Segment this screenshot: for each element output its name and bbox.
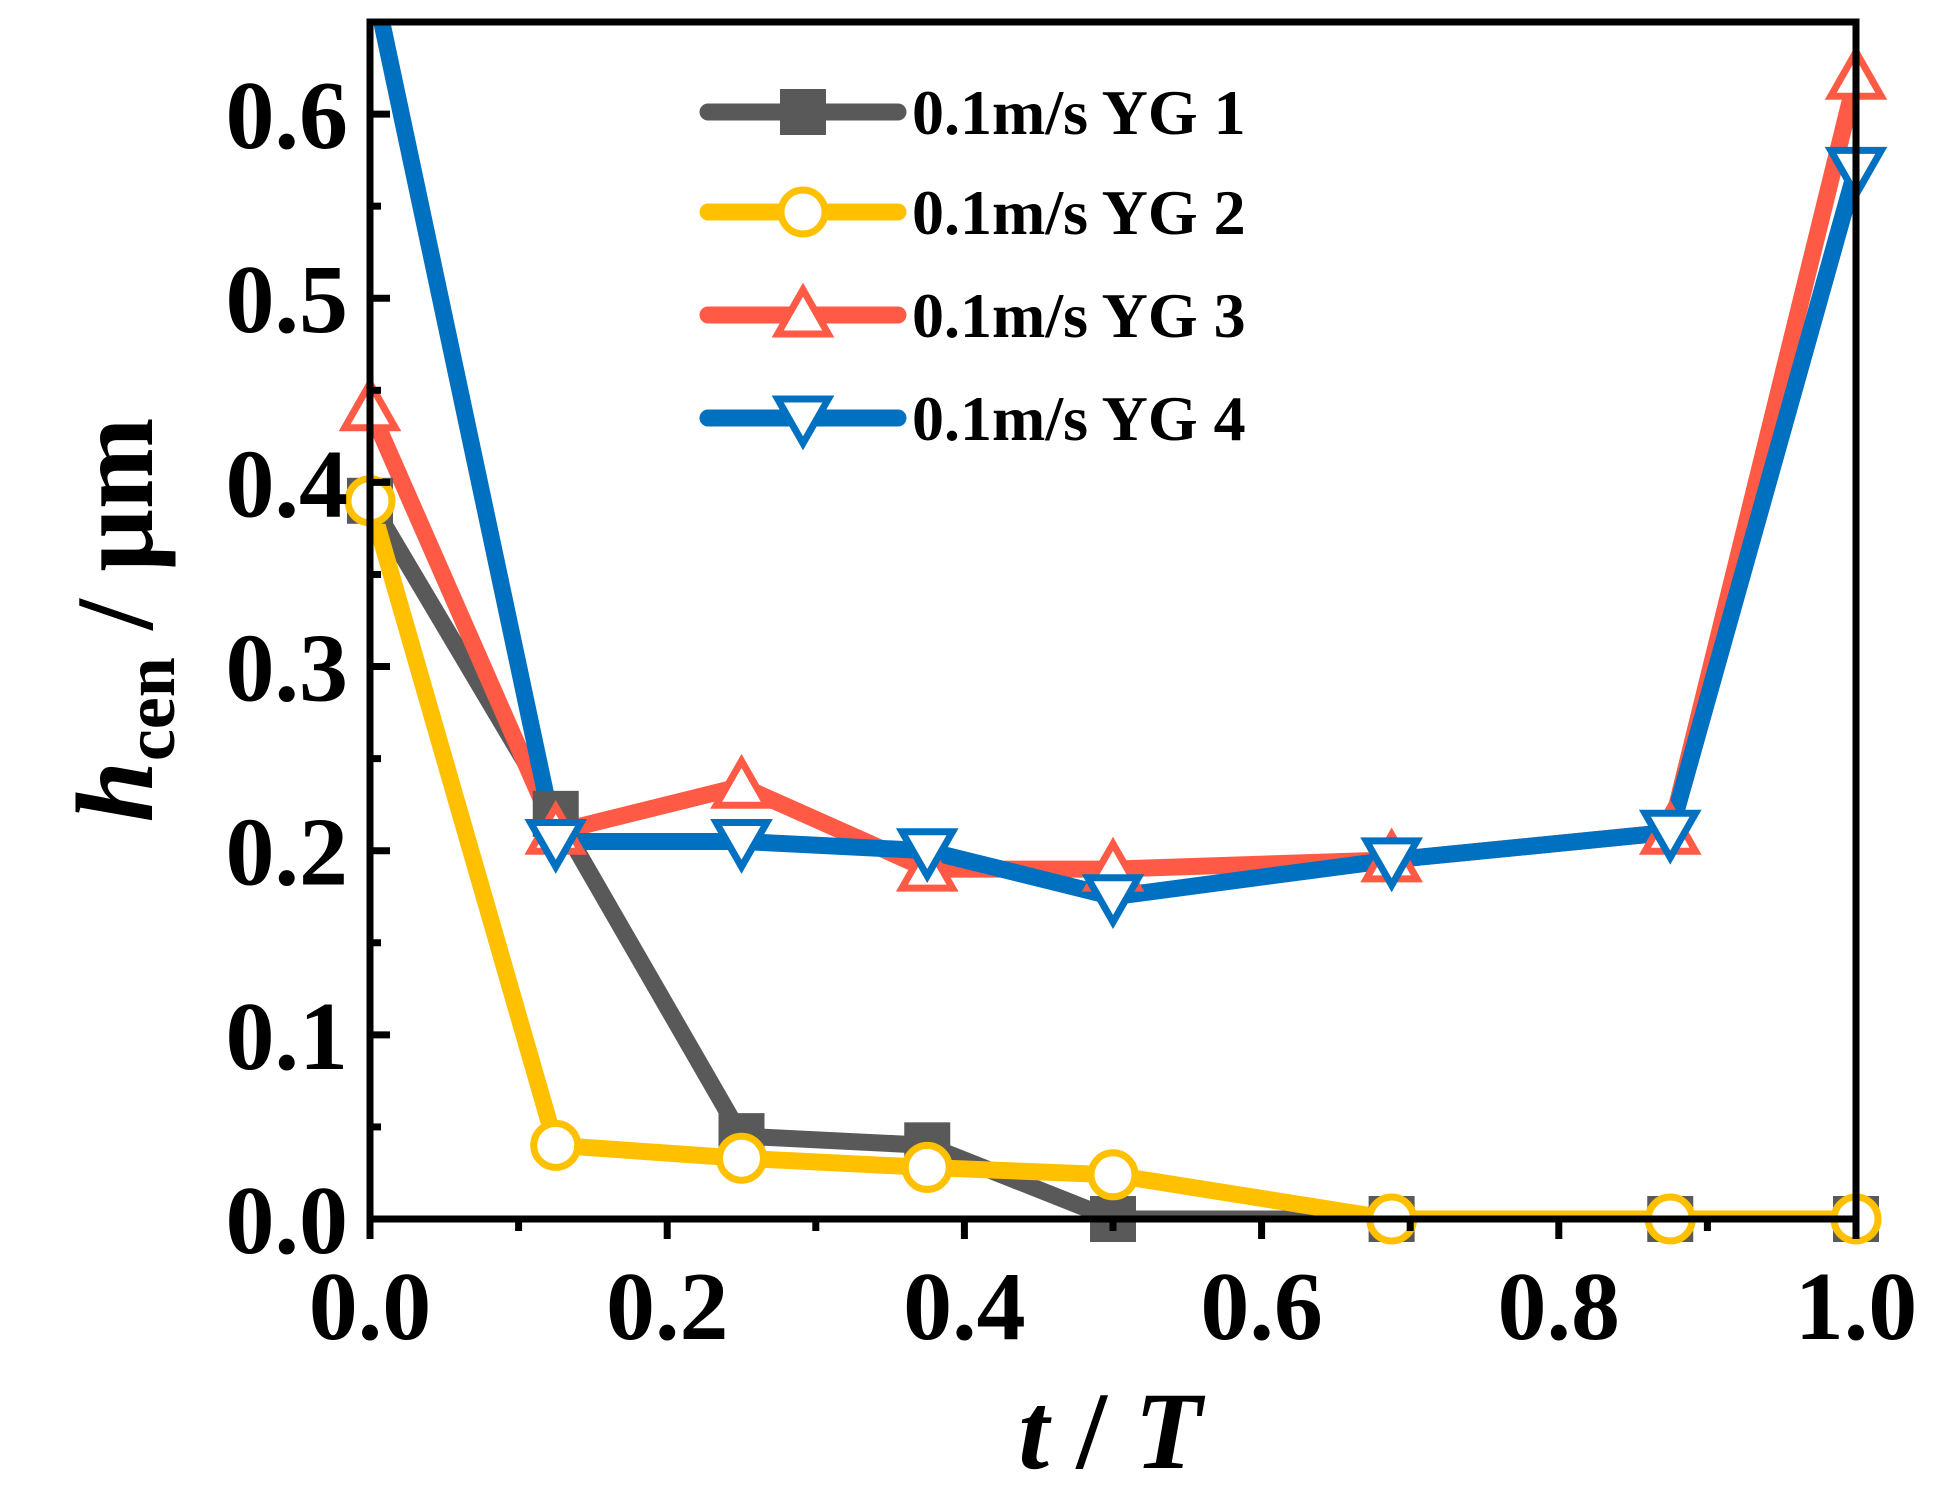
series-4-point: [895, 828, 959, 884]
y-tick-label: 0.1: [226, 983, 349, 1091]
legend-label: 0.1m/s YG 1: [912, 77, 1246, 148]
series-layer: [370, 22, 1856, 1219]
legend-marker-swatch: [780, 89, 826, 135]
series-2-point: [1087, 1149, 1139, 1201]
series-line-1: [370, 496, 1856, 1219]
x-tick-label: 0.8: [1498, 1253, 1621, 1361]
x-tick-label: 1.0: [1795, 1253, 1918, 1361]
legend: 0.1m/s YG 1 0.1m/s YG 2 0.1m/s YG 3 0.1m/s …: [699, 77, 1246, 454]
series-2-point: [901, 1141, 953, 1193]
x-axis-title: t / T: [1018, 1370, 1205, 1491]
x-tick-label: 0.0: [309, 1253, 432, 1361]
y-tick-label: 0.6: [226, 62, 349, 170]
series-4-point: [1081, 874, 1145, 930]
legend-label: 0.1m/s YG 2: [912, 177, 1246, 248]
legend-label: 0.1m/s YG 4: [912, 383, 1246, 454]
x-tick-label: 0.6: [1200, 1253, 1323, 1361]
series-4-point: [710, 819, 773, 874]
y-axis-title: hcen / μm: [54, 418, 190, 823]
series-line-2: [370, 498, 1856, 1219]
series-line-4: [373, 22, 1856, 906]
legend-marker-swatch: [771, 282, 835, 338]
legend-entry-4: 0.1m/s YG 4: [699, 383, 1246, 454]
series-2-point: [716, 1132, 767, 1184]
y-tick-label: 0.4: [226, 430, 349, 538]
y-tick-label: 0.0: [226, 1167, 349, 1275]
series-4-point: [1638, 809, 1702, 865]
series-4-point: [1360, 837, 1423, 893]
legend-marker-swatch: [777, 186, 829, 238]
y-tick-label: 0.3: [226, 615, 349, 723]
x-tick-label: 0.2: [606, 1253, 729, 1361]
series-4-point: [524, 819, 588, 874]
legend-entry-3: 0.1m/s YG 3: [699, 280, 1246, 351]
y-tick-label: 0.5: [226, 246, 349, 354]
y-tick-label: 0.2: [226, 799, 349, 907]
legend-marker-swatch: [771, 395, 835, 451]
x-tick-label: 0.4: [903, 1253, 1026, 1361]
legend-entry-2: 0.1m/s YG 2: [699, 177, 1246, 248]
axis-layer: 0.0 0.1 0.2 0.3 0.4 0.5 0.6 0.0 0.2 0.4 0.6 0.8 1.0: [226, 62, 1918, 1361]
legend-entry-1: 0.1m/s YG 1: [699, 77, 1246, 148]
legend-label: 0.1m/s YG 3: [912, 280, 1246, 351]
series-3-point: [710, 753, 773, 809]
series-2-point: [530, 1119, 582, 1171]
